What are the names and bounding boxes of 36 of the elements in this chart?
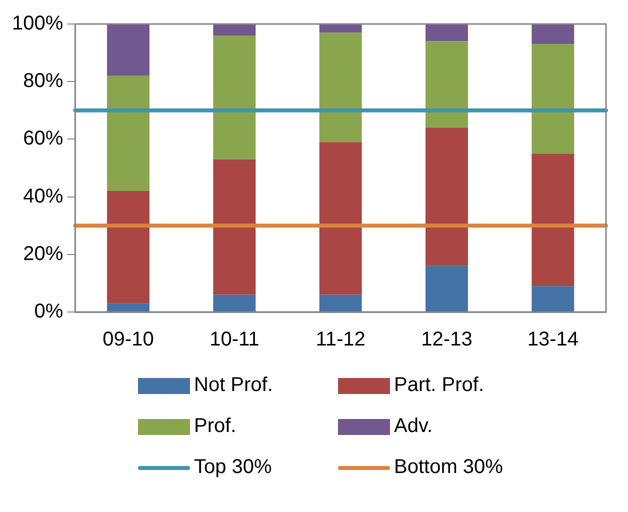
legend-label: Bottom 30%	[394, 456, 503, 479]
bar	[107, 191, 150, 304]
bar	[107, 24, 150, 76]
legend-label: Top 30%	[194, 456, 272, 479]
bar	[107, 76, 150, 192]
bar	[426, 266, 468, 312]
legend-label: Prof.	[194, 415, 236, 438]
bar	[532, 44, 574, 154]
x-tick-label: 13-14	[527, 328, 578, 351]
bar	[426, 24, 468, 42]
legend-label: Adv.	[394, 415, 433, 438]
legend-label: Part. Prof.	[394, 374, 484, 397]
x-tick-label: 09-10	[102, 328, 154, 351]
bar	[532, 154, 574, 286]
y-tick-label: 0%	[34, 300, 64, 323]
bar	[213, 294, 256, 312]
y-tick-label: 80%	[23, 70, 64, 92]
y-tick-label: 40%	[23, 185, 64, 208]
bar	[532, 286, 574, 312]
legend-label: Not Prof.	[194, 374, 273, 397]
bar	[426, 41, 468, 128]
bar	[319, 294, 362, 312]
bar	[213, 159, 256, 295]
bar	[107, 303, 150, 312]
bar	[319, 32, 362, 142]
bar	[213, 36, 256, 160]
bar	[426, 128, 468, 266]
y-tick-label: 20%	[23, 242, 64, 265]
x-tick-label: 10-11	[210, 328, 260, 351]
y-tick-label: 60%	[23, 128, 64, 150]
bar	[213, 24, 256, 36]
x-tick-label: 11-12	[316, 328, 366, 351]
bar	[532, 24, 574, 44]
y-tick-label: 100%	[12, 12, 64, 35]
bar	[319, 142, 362, 295]
x-tick-label: 12-13	[421, 328, 472, 351]
